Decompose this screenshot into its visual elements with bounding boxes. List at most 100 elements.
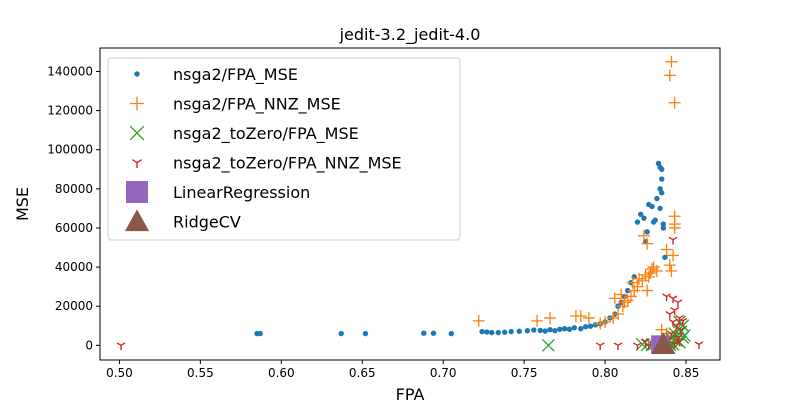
data-point — [524, 327, 531, 334]
data-point — [430, 330, 437, 336]
data-point — [615, 288, 628, 301]
x-axis-title: FPA — [396, 385, 425, 400]
y-tick-label: 140000 — [47, 64, 93, 78]
data-point — [542, 328, 548, 334]
legend-label: nsga2_toZero/FPA_NNZ_MSE — [173, 154, 402, 174]
data-point — [644, 229, 650, 235]
data-point — [574, 309, 587, 322]
x-tick-label: 0.70 — [430, 366, 457, 380]
x-tick-label: 0.75 — [511, 366, 538, 380]
data-point — [618, 296, 631, 309]
data-point — [694, 341, 704, 350]
data-point — [531, 327, 537, 333]
data-point — [607, 311, 620, 324]
data-point — [652, 217, 658, 223]
data-point — [552, 327, 558, 334]
data-point — [547, 326, 553, 333]
data-point — [531, 314, 544, 327]
data-point — [544, 311, 557, 324]
y-tick-label: 100000 — [47, 143, 93, 157]
legend-label: LinearRegression — [173, 183, 310, 202]
x-tick-label: 0.65 — [349, 366, 376, 380]
data-point — [472, 314, 485, 327]
data-point — [495, 329, 501, 336]
data-point — [578, 326, 584, 332]
data-point — [660, 225, 667, 231]
data-point — [659, 190, 665, 196]
legend-label: nsga2_toZero/FPA_MSE — [173, 124, 359, 144]
data-point — [641, 338, 650, 347]
data-point — [595, 342, 605, 351]
y-tick-label: 80000 — [55, 182, 93, 196]
data-point — [594, 317, 607, 330]
data-point — [421, 330, 427, 336]
y-axis-title: MSE — [13, 187, 32, 221]
data-point — [662, 293, 672, 302]
data-point — [668, 295, 678, 304]
x-tick-label: 0.55 — [187, 366, 214, 380]
data-point — [668, 96, 681, 109]
data-point — [641, 284, 654, 297]
data-point — [608, 292, 621, 305]
data-point — [665, 311, 675, 319]
data-point — [663, 259, 676, 272]
x-tick-label: 0.50 — [106, 366, 133, 380]
axis-ticks: 0.50 0.55 0.60 0.65 0.70 0.75 0.80 0.85 0 20000 40… — [47, 64, 699, 380]
data-point — [592, 322, 599, 328]
data-point — [566, 326, 573, 332]
data-point — [637, 229, 650, 242]
data-point — [650, 264, 663, 277]
data-point — [626, 276, 639, 289]
legend-box — [107, 57, 461, 241]
data-point — [516, 328, 522, 334]
data-point — [662, 254, 668, 261]
data-point — [338, 330, 344, 337]
y-tick-label: 20000 — [55, 299, 93, 313]
legend-marker — [124, 209, 150, 232]
chart-title: jedit-3.2_jedit-4.0 — [339, 25, 481, 45]
data-point — [665, 264, 678, 277]
x-tick-label: 0.80 — [592, 366, 619, 380]
data-point — [678, 317, 688, 326]
data-point — [649, 203, 655, 210]
data-point — [479, 328, 485, 335]
data-point — [557, 326, 563, 332]
data-point — [654, 195, 660, 202]
legend-marker — [126, 181, 148, 203]
data-point — [561, 326, 568, 332]
legend: nsga2/FPA_MSE nsga2/FPA_NNZ_MSE nsga2_toZe… — [107, 57, 461, 241]
data-point — [625, 287, 631, 294]
data-point — [621, 294, 634, 307]
data-point — [675, 338, 684, 347]
data-point — [651, 332, 676, 355]
y-tick-label: 0 — [85, 338, 93, 352]
data-point — [634, 219, 641, 225]
data-point — [660, 243, 673, 256]
data-point — [641, 237, 654, 250]
data-point — [663, 69, 676, 82]
x-tick-label: 0.60 — [268, 366, 295, 380]
legend-marker — [129, 125, 145, 141]
data-point — [116, 342, 126, 351]
data-point — [613, 342, 623, 351]
data-point — [637, 211, 644, 217]
data-point — [489, 329, 495, 336]
data-point — [501, 329, 508, 335]
data-point — [636, 274, 649, 287]
series-ridgecv — [651, 332, 676, 355]
data-point — [639, 268, 652, 281]
data-point — [660, 221, 667, 227]
data-point — [448, 330, 454, 337]
data-point — [670, 307, 680, 315]
data-point — [508, 328, 514, 335]
data-point — [673, 299, 683, 308]
data-point — [657, 205, 663, 212]
legend-marker — [134, 71, 140, 77]
data-point — [628, 284, 641, 297]
data-point — [633, 342, 642, 351]
data-point — [671, 322, 681, 331]
data-point — [665, 55, 678, 68]
legend-label: nsga2/FPA_NNZ_MSE — [173, 95, 341, 115]
legend-marker — [130, 96, 144, 111]
data-point — [599, 315, 612, 328]
